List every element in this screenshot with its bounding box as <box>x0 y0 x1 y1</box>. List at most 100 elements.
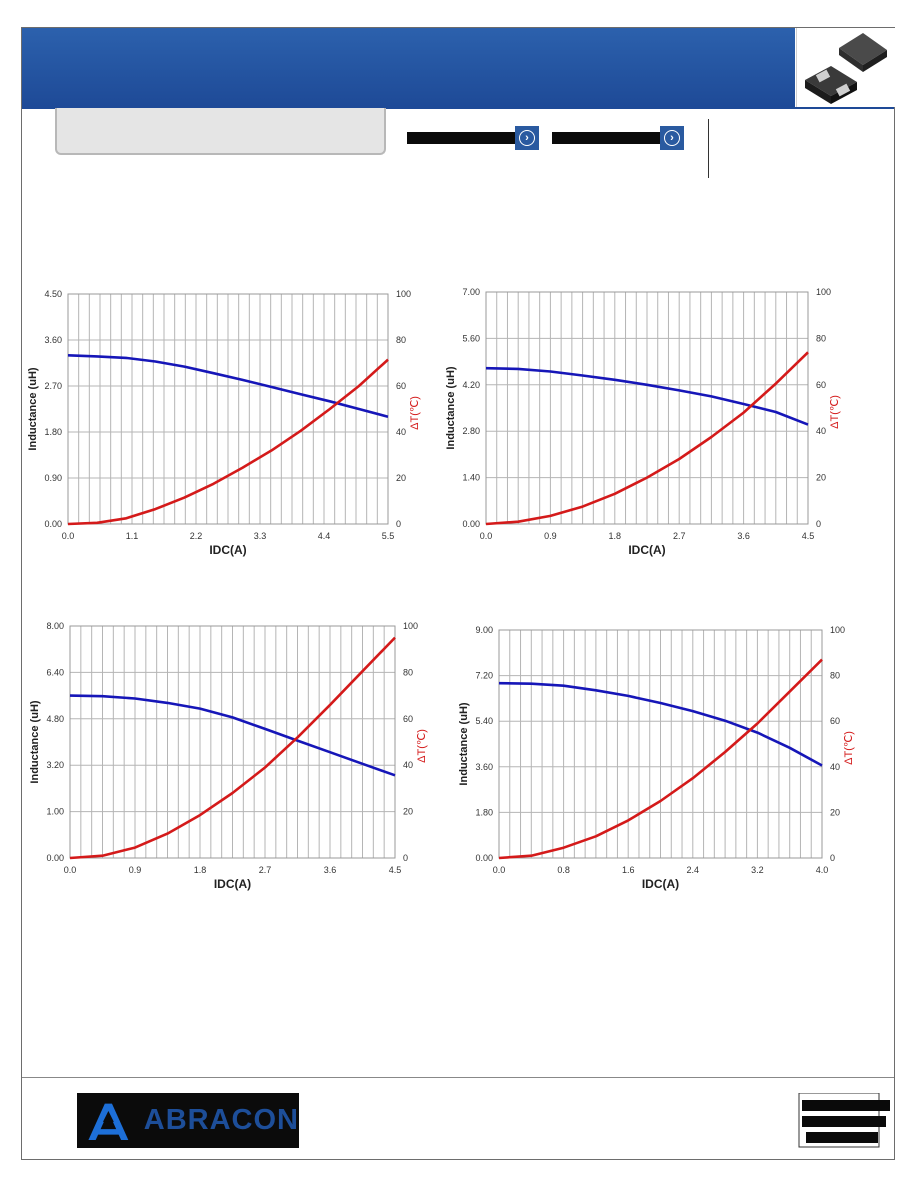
x-tick-label: 0.0 <box>62 531 75 541</box>
nav-button-1[interactable]: › <box>407 126 539 150</box>
y2-tick-label: 0 <box>830 853 835 863</box>
x-tick-label: 2.7 <box>259 865 272 875</box>
y-tick-label: 3.60 <box>475 762 493 772</box>
y2-axis-label: ΔT(℃) <box>409 396 421 430</box>
abracon-logo: ABRACON <box>77 1093 299 1148</box>
y-tick-label: 0.90 <box>44 473 62 483</box>
y2-tick-label: 80 <box>830 671 840 681</box>
x-axis-label: IDC(A) <box>214 877 251 891</box>
y-tick-label: 3.20 <box>46 760 64 770</box>
y2-tick-label: 0 <box>396 519 401 529</box>
x-tick-label: 2.2 <box>190 531 203 541</box>
y-tick-label: 6.40 <box>46 667 64 677</box>
y-tick-label: 0.00 <box>46 853 64 863</box>
x-tick-label: 0.9 <box>129 865 142 875</box>
y2-tick-label: 20 <box>396 473 406 483</box>
y2-tick-label: 40 <box>403 760 413 770</box>
y2-tick-label: 0 <box>403 853 408 863</box>
nav-button-2[interactable]: › <box>552 126 684 150</box>
page-frame <box>21 27 895 1160</box>
x-tick-label: 3.6 <box>737 531 750 541</box>
x-tick-label: 0.0 <box>64 865 77 875</box>
x-tick-label: 3.6 <box>324 865 337 875</box>
x-tick-label: 0.0 <box>480 531 493 541</box>
inductance-line <box>67 354 389 418</box>
y-axis-label: Inductance (uH) <box>445 366 457 449</box>
y2-axis-label: ΔT(℃) <box>829 395 841 429</box>
x-axis-label: IDC(A) <box>209 543 246 557</box>
y2-tick-label: 20 <box>830 807 840 817</box>
y2-tick-label: 20 <box>816 473 826 483</box>
plot-frame <box>498 629 823 859</box>
y2-tick-label: 100 <box>403 621 418 631</box>
plot-frame <box>67 293 389 525</box>
y-tick-label: 7.00 <box>462 287 480 297</box>
y-tick-label: 1.80 <box>44 427 62 437</box>
y2-axis-label: ΔT(℃) <box>843 731 855 765</box>
x-tick-label: 1.6 <box>622 865 635 875</box>
x-axis-label: IDC(A) <box>642 877 679 891</box>
inductor-image <box>805 33 887 104</box>
x-tick-label: 4.5 <box>389 865 402 875</box>
header-banner <box>22 28 795 107</box>
temperature-rise-line <box>485 351 809 526</box>
x-tick-label: 2.4 <box>687 865 700 875</box>
brand-name: ABRACON <box>143 1104 299 1136</box>
temperature-rise-line <box>67 358 389 526</box>
y-tick-label: 4.50 <box>44 289 62 299</box>
chart-3: 0.0 0.9 1.8 2.7 3.6 4.5 0.00 1.00 3.20 4.80 6.40 8.… <box>29 621 428 891</box>
x-tick-label: 1.1 <box>126 531 139 541</box>
x-tick-label: 0.9 <box>544 531 557 541</box>
abracon-logo-icon <box>88 1103 129 1140</box>
y-tick-label: 1.00 <box>46 807 64 817</box>
y2-tick-label: 40 <box>830 762 840 772</box>
part-number-tab <box>55 108 386 155</box>
header-divider <box>22 107 894 109</box>
chevron-right-icon[interactable]: › <box>660 126 684 150</box>
y2-tick-label: 20 <box>403 807 413 817</box>
x-tick-label: 4.5 <box>802 531 815 541</box>
y2-tick-label: 80 <box>816 333 826 343</box>
y-tick-label: 1.40 <box>462 473 480 483</box>
x-tick-label: 1.8 <box>194 865 207 875</box>
chevron-right-icon[interactable]: › <box>515 126 539 150</box>
y2-tick-label: 0 <box>816 519 821 529</box>
y-axis-label: Inductance (uH) <box>27 367 39 450</box>
chart-4: 0.0 0.8 1.6 2.4 3.2 4.0 0.00 1.80 3.60 5.40 7.20 9.… <box>458 625 855 891</box>
nav-button-1-label <box>407 132 515 144</box>
y2-tick-label: 100 <box>816 287 831 297</box>
plot-frame <box>69 625 396 859</box>
y2-axis-label: ΔT(℃) <box>416 729 428 763</box>
inductance-line <box>498 681 823 767</box>
x-axis-label: IDC(A) <box>628 543 665 557</box>
y-tick-label: 5.40 <box>475 716 493 726</box>
chart-2: 0.0 0.9 1.8 2.7 3.6 4.5 0.00 1.40 2.80 4.20 5.60 7.… <box>445 287 841 557</box>
y-tick-label: 4.20 <box>462 380 480 390</box>
y2-tick-label: 80 <box>403 667 413 677</box>
y-tick-label: 0.00 <box>44 519 62 529</box>
y-axis-label: Inductance (uH) <box>458 702 470 785</box>
footer-divider <box>22 1077 894 1078</box>
y-tick-label: 2.70 <box>44 381 62 391</box>
y-tick-label: 9.00 <box>475 625 493 635</box>
y-axis-label: Inductance (uH) <box>29 700 41 783</box>
y2-tick-label: 60 <box>403 714 413 724</box>
y-tick-label: 0.00 <box>475 853 493 863</box>
x-tick-label: 5.5 <box>382 531 395 541</box>
y2-tick-label: 40 <box>396 427 406 437</box>
product-photo <box>796 28 895 107</box>
y-tick-label: 1.80 <box>475 807 493 817</box>
temperature-rise-line <box>69 636 396 860</box>
y2-tick-label: 100 <box>396 289 411 299</box>
inductance-line <box>485 366 809 426</box>
x-tick-label: 0.0 <box>493 865 506 875</box>
header-vertical-divider <box>708 119 709 178</box>
y-tick-label: 0.00 <box>462 519 480 529</box>
chart-1: 0.0 1.1 2.2 3.3 4.4 5.5 0.00 0.90 1.80 2.70 3.60 4.… <box>27 289 421 557</box>
x-tick-label: 4.0 <box>816 865 829 875</box>
y2-tick-label: 40 <box>816 426 826 436</box>
x-tick-label: 2.7 <box>673 531 686 541</box>
y-tick-label: 2.80 <box>462 426 480 436</box>
plot-frame <box>485 291 809 525</box>
y-tick-label: 4.80 <box>46 714 64 724</box>
